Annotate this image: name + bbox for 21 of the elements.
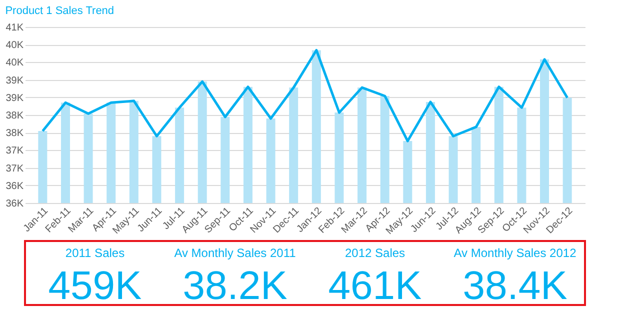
text: 459K	[48, 264, 142, 308]
text: 38.2K	[182, 264, 288, 308]
y-tick-label: 40K	[6, 40, 24, 52]
text: Av Monthly Sales 2012	[454, 246, 577, 260]
y-tick-label: 36K	[6, 180, 24, 192]
y-tick-label: 41K	[6, 22, 24, 34]
y-tick-label: 39K	[6, 75, 24, 86]
y-tick-label: 38K	[6, 110, 24, 122]
y-tick-label: 36K	[6, 198, 24, 210]
text: 461K	[328, 264, 422, 308]
y-tick-label: 37K	[6, 146, 24, 157]
text: 38.4K	[462, 264, 568, 308]
y-tick-label: 37K	[6, 163, 24, 174]
text: 2011 Sales	[65, 246, 125, 260]
chart-title: Product 1 Sales Trend	[5, 5, 114, 17]
text: Av Monthly Sales 2011	[174, 246, 296, 260]
y-tick-label: 40K	[6, 58, 24, 69]
y-tick-label: 39K	[6, 92, 24, 104]
text: 2012 Sales	[344, 246, 406, 260]
line-series	[41, 48, 569, 142]
y-tick-label: 38K	[6, 128, 24, 140]
